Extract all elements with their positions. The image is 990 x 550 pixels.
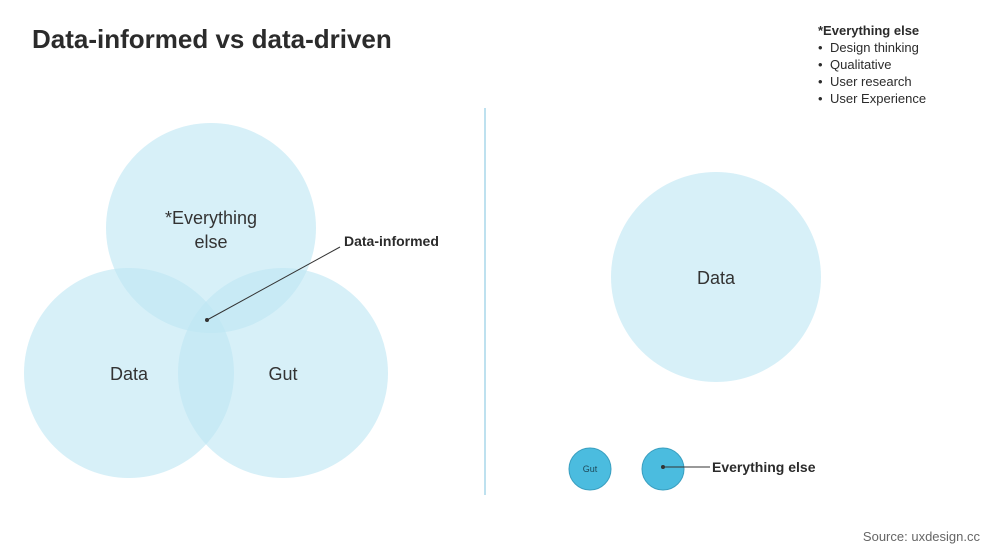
definition-note: *Everything else Design thinking Qualita… [818, 22, 926, 107]
data-driven-diagram: Data Gut Everything else [568, 172, 821, 491]
data-informed-leader-line [206, 246, 341, 321]
small-gut-circle-label: Gut [583, 464, 598, 474]
data-informed-callout: Data-informed [344, 233, 439, 249]
everything-else-label-line1: *Everything [165, 208, 257, 228]
venn-diagram: *Everything else Data Gut Data-informed [24, 123, 439, 478]
page-title: Data-informed vs data-driven [32, 24, 392, 54]
note-item: User Experience [818, 90, 926, 107]
data-circle [24, 268, 234, 478]
big-data-circle [611, 172, 821, 382]
note-item: User research [818, 73, 926, 90]
note-list: Design thinking Qualitative User researc… [818, 39, 926, 107]
big-data-circle-label: Data [697, 268, 736, 288]
note-item: Qualitative [818, 56, 926, 73]
everything-else-label-line2: else [194, 232, 227, 252]
gut-circle [178, 268, 388, 478]
everything-else-callout: Everything else [712, 459, 816, 475]
note-heading: *Everything else [818, 23, 920, 38]
data-informed-point [205, 318, 209, 322]
small-gut-circle [568, 447, 612, 491]
gut-circle-label: Gut [268, 364, 297, 384]
data-circle-label: Data [110, 364, 149, 384]
source-credit: Source: uxdesign.cc [862, 529, 980, 544]
note-item: Design thinking [818, 39, 926, 56]
